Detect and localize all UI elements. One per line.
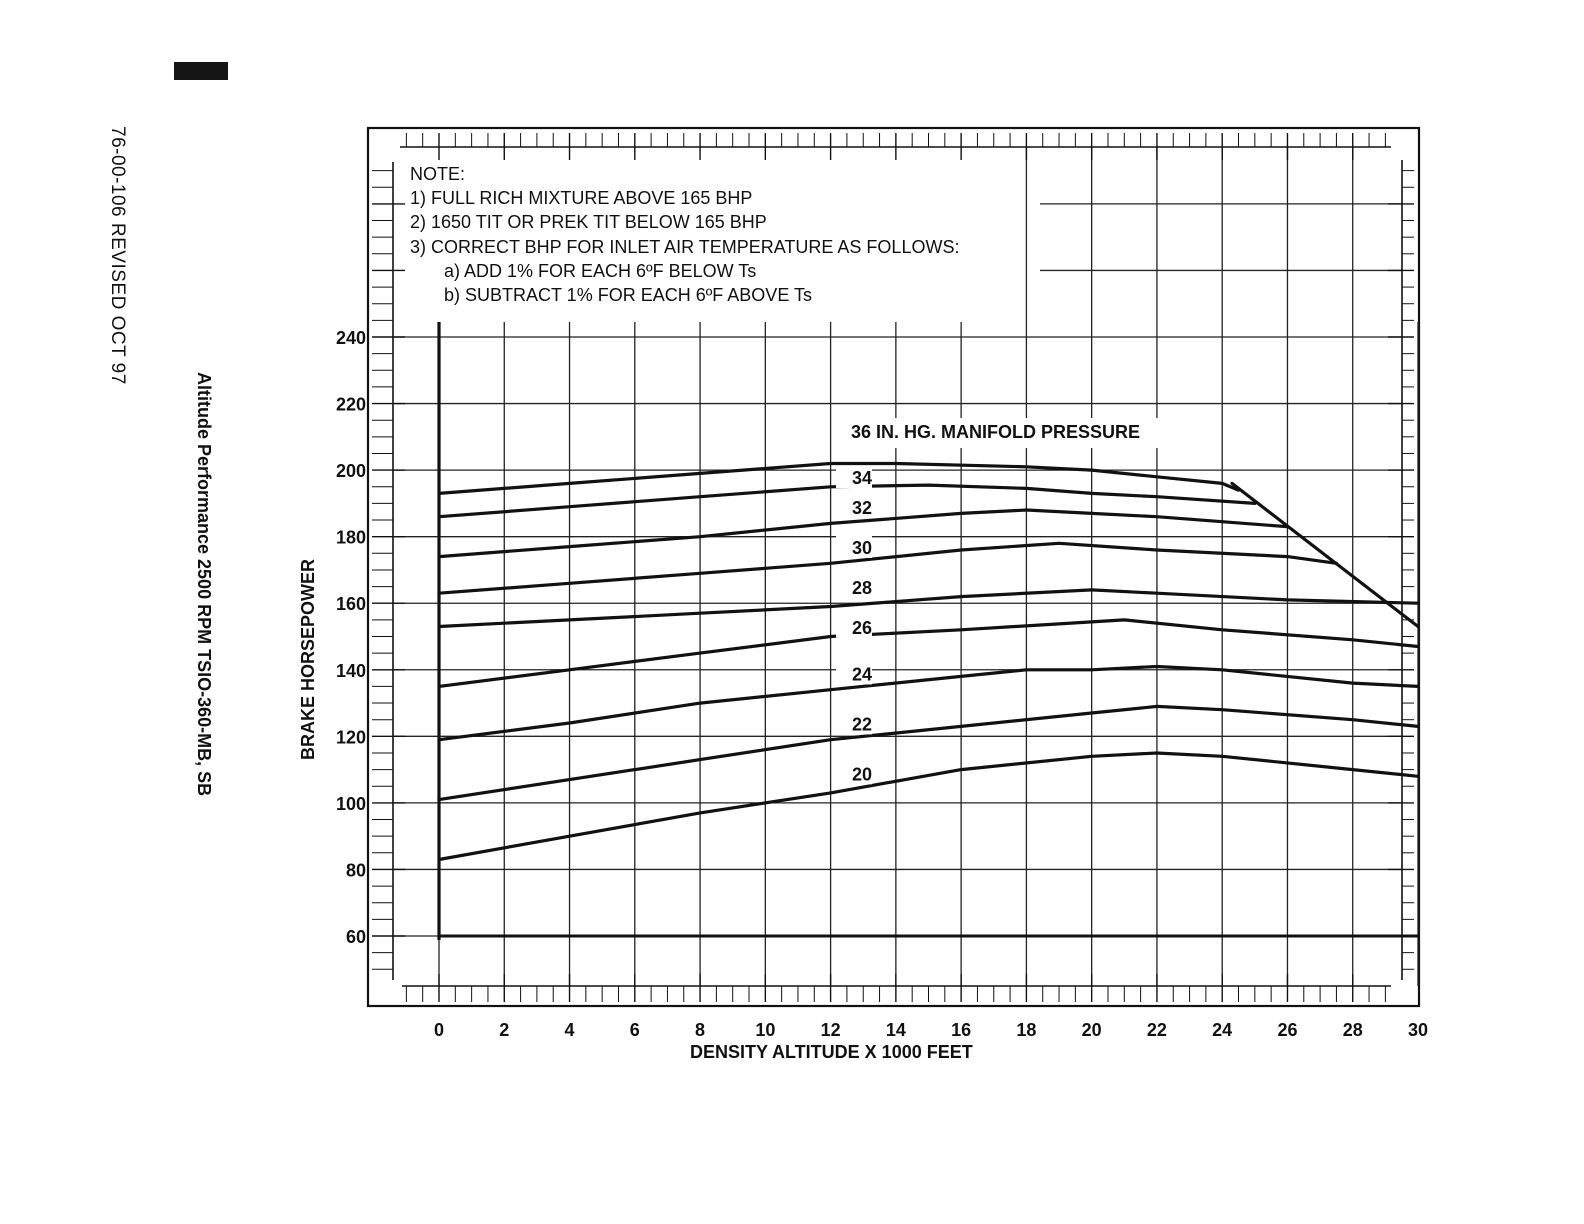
series-label-bg bbox=[836, 575, 872, 598]
y-axis-label: BRAKE HORSEPOWER bbox=[298, 558, 318, 760]
x-tick-label: 16 bbox=[951, 1020, 971, 1040]
y-tick-label: 240 bbox=[336, 328, 366, 348]
series-label-26: 26 bbox=[852, 618, 872, 638]
x-tick-label: 8 bbox=[695, 1020, 705, 1040]
series-line-30 bbox=[437, 541, 1339, 595]
series-label-bg bbox=[836, 615, 872, 638]
y-tick-label: 220 bbox=[336, 395, 366, 415]
x-tick-label: 30 bbox=[1408, 1020, 1428, 1040]
series-line-20 bbox=[437, 751, 1420, 862]
x-tick-label: 14 bbox=[886, 1020, 906, 1040]
x-tick-label: 0 bbox=[434, 1020, 444, 1040]
note-sub-item-a: a) ADD 1% FOR EACH 6ºF BELOW Ts bbox=[444, 260, 757, 281]
x-tick-label: 18 bbox=[1016, 1020, 1036, 1040]
y-tick-label: 120 bbox=[336, 727, 366, 747]
x-tick-label: 20 bbox=[1082, 1020, 1102, 1040]
x-tick-label: 2 bbox=[499, 1020, 509, 1040]
series-label-28: 28 bbox=[852, 578, 872, 598]
series-label-20: 20 bbox=[852, 764, 872, 784]
x-tick-label: 4 bbox=[565, 1020, 575, 1040]
series-line-22 bbox=[437, 704, 1420, 802]
series-label-bg bbox=[836, 496, 872, 519]
y-tick-label: 100 bbox=[336, 794, 366, 814]
manifold-limit-line bbox=[1230, 481, 1420, 629]
page-tab-marker bbox=[174, 62, 228, 80]
series-line-36 bbox=[437, 461, 1241, 495]
series-label-34: 34 bbox=[852, 468, 872, 488]
series-line-34 bbox=[437, 483, 1257, 519]
series-label-bg bbox=[836, 466, 872, 489]
note-item-3: 3) CORRECT BHP FOR INLET AIR TEMPERATURE… bbox=[410, 236, 960, 257]
series-label-bg bbox=[836, 662, 872, 685]
note-item-1: 1) FULL RICH MIXTURE ABOVE 165 BHP bbox=[410, 188, 753, 209]
chart-title: 36 IN. HG. MANIFOLD PRESSURE bbox=[851, 422, 1141, 442]
x-tick-label: 12 bbox=[821, 1020, 841, 1040]
x-tick-label: 22 bbox=[1147, 1020, 1167, 1040]
note-header: NOTE: bbox=[410, 164, 466, 184]
x-tick-label: 6 bbox=[630, 1020, 640, 1040]
series-label-22: 22 bbox=[852, 714, 872, 734]
x-tick-label: 28 bbox=[1343, 1020, 1363, 1040]
series-label-32: 32 bbox=[852, 498, 872, 518]
series-line-26 bbox=[437, 618, 1420, 689]
y-tick-label: 140 bbox=[336, 661, 366, 681]
x-tick-label: 26 bbox=[1277, 1020, 1297, 1040]
y-tick-label: 80 bbox=[346, 860, 366, 880]
series-label-30: 30 bbox=[852, 538, 872, 558]
series-label-bg bbox=[836, 712, 872, 735]
y-tick-label: 160 bbox=[336, 594, 366, 614]
series-line-32 bbox=[437, 508, 1290, 559]
series-line-28 bbox=[437, 588, 1420, 629]
series-label-24: 24 bbox=[852, 664, 872, 684]
title-label-bg bbox=[846, 418, 1184, 448]
note-sub-item-b: b) SUBTRACT 1% FOR EACH 6ºF ABOVE Ts bbox=[444, 285, 812, 306]
y-tick-label: 180 bbox=[336, 528, 366, 548]
series-label-bg bbox=[836, 762, 872, 785]
note-item-2: 2) 1650 TIT OR PREK TIT BELOW 165 BHP bbox=[410, 212, 767, 233]
series-label-bg bbox=[836, 535, 872, 558]
series-line-24 bbox=[437, 664, 1420, 742]
x-tick-label: 10 bbox=[755, 1020, 775, 1040]
y-tick-label: 60 bbox=[346, 927, 366, 947]
chart-frame bbox=[366, 126, 1421, 1008]
x-axis-label: DENSITY ALTITUDE X 1000 FEET bbox=[690, 1042, 973, 1062]
note-block: NOTE: 1) FULL RICH MIXTURE ABOVE 165 BHP… bbox=[410, 162, 959, 307]
y-tick-label: 200 bbox=[336, 461, 366, 481]
x-tick-label: 24 bbox=[1212, 1020, 1232, 1040]
